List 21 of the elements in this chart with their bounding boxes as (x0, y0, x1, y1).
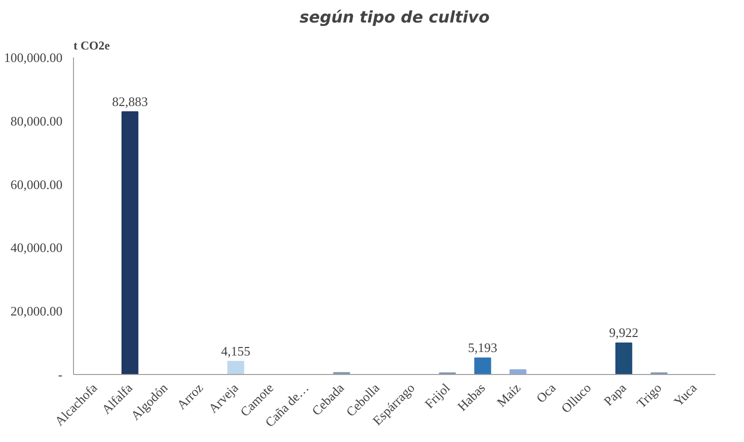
bar (122, 111, 138, 374)
data-label: 82,883 (112, 94, 148, 109)
y-axis-title: t CO2e (74, 38, 110, 52)
x-tick-label: Trigo (634, 380, 664, 411)
chart-title: según tipo de cultivo (299, 8, 490, 26)
x-tick-label: Papa (600, 380, 630, 409)
y-tick-label: - (58, 367, 63, 382)
y-tick-label: 60,000.00 (10, 176, 62, 192)
bar (615, 342, 632, 374)
data-label: 4,155 (221, 343, 250, 358)
bar (510, 369, 526, 374)
y-tick-label: 20,000.00 (10, 304, 62, 319)
y-tick-label: 80,000.00 (10, 113, 62, 128)
data-label: 9,922 (609, 325, 638, 340)
y-tick-label: 100,000.00 (4, 50, 62, 65)
y-tick-label: 40,000.00 (10, 240, 62, 256)
bar (227, 360, 244, 374)
data-label: 5,193 (468, 340, 498, 356)
bar (474, 358, 492, 374)
x-tick-label: Oca (533, 380, 559, 406)
x-tick-label: Yuca (670, 380, 700, 410)
